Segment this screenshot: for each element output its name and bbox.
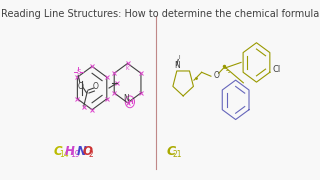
Text: O: O	[93, 82, 99, 91]
Text: Cl: Cl	[272, 65, 280, 74]
Text: 21: 21	[172, 150, 182, 159]
Text: I: I	[178, 55, 180, 60]
Text: N: N	[77, 145, 86, 158]
Text: 2: 2	[88, 150, 93, 159]
Text: O: O	[213, 71, 219, 80]
Text: Reading Line Structures: How to determine the chemical formula: Reading Line Structures: How to determin…	[1, 9, 319, 19]
Text: S: S	[76, 69, 80, 75]
Text: 14: 14	[59, 150, 68, 159]
Text: N: N	[123, 94, 129, 103]
Text: K: K	[126, 66, 129, 71]
Text: C: C	[53, 145, 62, 158]
Text: O: O	[77, 82, 84, 91]
Text: H: H	[127, 99, 133, 105]
Text: 19: 19	[70, 150, 80, 159]
Text: O: O	[83, 145, 93, 158]
Text: H: H	[65, 145, 75, 158]
Text: C: C	[166, 145, 175, 158]
Text: N: N	[174, 61, 180, 70]
